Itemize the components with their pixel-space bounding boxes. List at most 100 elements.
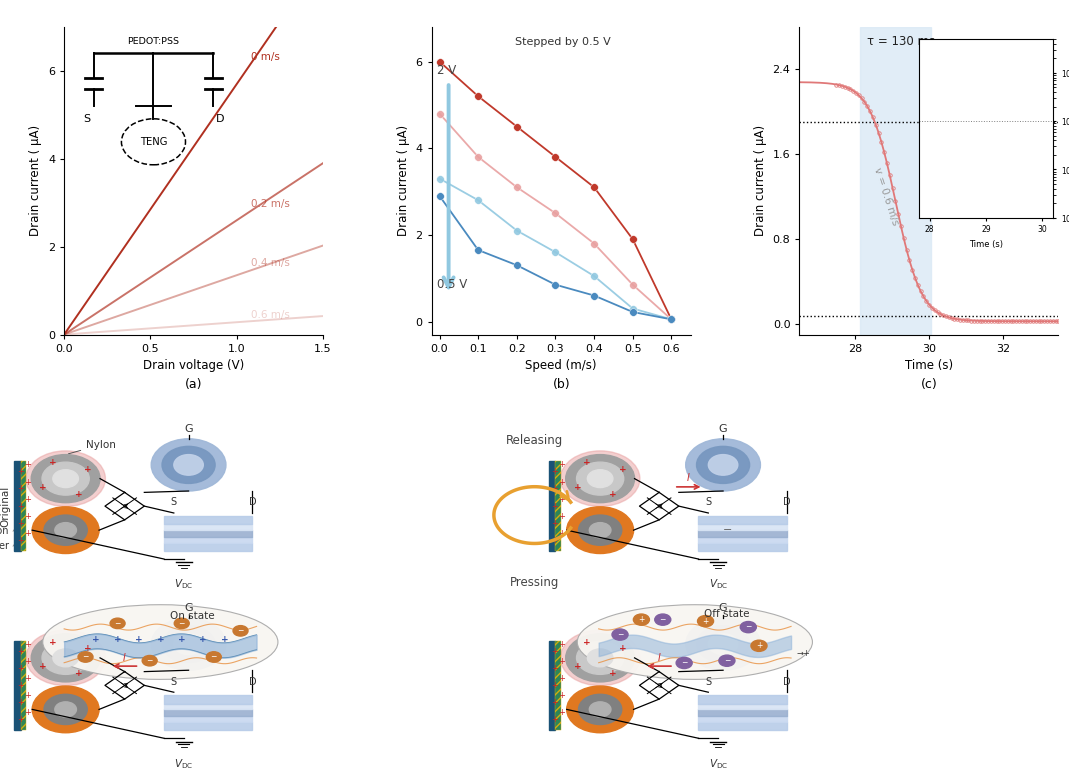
Text: G: G xyxy=(184,424,192,434)
Circle shape xyxy=(633,614,650,625)
Circle shape xyxy=(151,439,226,491)
Text: 0.5 V: 0.5 V xyxy=(437,278,467,291)
Bar xyxy=(164,530,252,537)
Text: +: + xyxy=(619,644,626,653)
Bar xyxy=(21,641,27,730)
Text: D: D xyxy=(784,498,791,508)
Circle shape xyxy=(567,507,634,554)
Text: On state: On state xyxy=(170,611,215,621)
Text: +: + xyxy=(552,681,558,690)
Text: −: − xyxy=(237,626,244,635)
Circle shape xyxy=(162,446,215,484)
Y-axis label: Drain current ( μA): Drain current ( μA) xyxy=(30,125,43,236)
Bar xyxy=(556,461,561,551)
Text: Off state: Off state xyxy=(704,608,749,619)
Text: 0 m/s: 0 m/s xyxy=(250,52,279,62)
Circle shape xyxy=(174,454,203,475)
Circle shape xyxy=(750,640,768,651)
Circle shape xyxy=(567,686,634,733)
Text: −: − xyxy=(114,619,121,628)
Text: D: D xyxy=(784,677,791,687)
Text: +: + xyxy=(199,635,207,644)
Text: +: + xyxy=(574,663,582,671)
Text: 0.2 m/s: 0.2 m/s xyxy=(250,198,290,208)
Circle shape xyxy=(162,625,215,663)
Text: +: + xyxy=(113,635,122,644)
Circle shape xyxy=(151,618,226,671)
Text: +: + xyxy=(17,698,24,707)
Text: +: + xyxy=(558,674,566,683)
Text: +: + xyxy=(17,681,24,690)
Circle shape xyxy=(31,634,100,682)
Circle shape xyxy=(611,629,629,640)
Text: −: − xyxy=(146,656,153,665)
Text: +: + xyxy=(17,484,24,494)
Text: +: + xyxy=(24,640,31,648)
Text: +: + xyxy=(24,512,31,521)
Circle shape xyxy=(55,702,77,717)
Bar xyxy=(164,695,252,704)
Bar xyxy=(164,710,252,716)
Bar xyxy=(698,516,787,524)
Circle shape xyxy=(55,523,77,538)
Circle shape xyxy=(587,470,613,488)
Circle shape xyxy=(654,614,671,625)
Text: +: + xyxy=(75,490,82,499)
Text: −: − xyxy=(681,658,687,667)
Circle shape xyxy=(685,618,760,671)
Text: −: − xyxy=(724,656,730,665)
Text: +: + xyxy=(24,708,31,717)
Circle shape xyxy=(42,462,89,495)
Text: +: + xyxy=(49,638,57,647)
Text: −: − xyxy=(179,619,185,628)
Text: Pressing: Pressing xyxy=(510,576,559,589)
Text: +: + xyxy=(75,669,82,678)
Circle shape xyxy=(566,634,635,682)
Bar xyxy=(15,641,21,730)
Circle shape xyxy=(589,702,611,717)
Circle shape xyxy=(697,615,714,627)
Circle shape xyxy=(44,694,88,724)
Bar xyxy=(164,722,252,730)
Circle shape xyxy=(31,454,100,503)
Bar xyxy=(861,27,931,335)
Text: +: + xyxy=(638,615,645,624)
Text: −: − xyxy=(724,525,732,535)
Bar xyxy=(549,461,556,551)
Circle shape xyxy=(587,649,613,667)
Circle shape xyxy=(206,652,221,662)
Text: +: + xyxy=(49,458,57,468)
Circle shape xyxy=(718,655,735,666)
Text: +: + xyxy=(552,484,558,494)
Text: +: + xyxy=(24,674,31,683)
Text: 0.6 m/s: 0.6 m/s xyxy=(250,310,290,320)
Text: +: + xyxy=(92,635,100,644)
Text: τ = 130 ms: τ = 130 ms xyxy=(867,35,935,48)
Text: −: − xyxy=(617,630,623,639)
Bar xyxy=(164,524,252,530)
Circle shape xyxy=(52,470,78,488)
Text: I: I xyxy=(687,474,691,484)
Text: +: + xyxy=(135,635,143,644)
Text: S: S xyxy=(706,498,711,508)
Text: +: + xyxy=(24,494,31,504)
Text: v = 0.6 m/s: v = 0.6 m/s xyxy=(872,166,900,227)
Text: Polyester: Polyester xyxy=(0,541,9,551)
Text: Original: Original xyxy=(0,485,11,527)
Circle shape xyxy=(578,515,622,545)
Text: −: − xyxy=(82,652,89,661)
Circle shape xyxy=(576,641,623,674)
Text: +: + xyxy=(609,669,617,678)
Bar xyxy=(698,710,787,716)
Text: +: + xyxy=(558,708,566,717)
Text: G: G xyxy=(718,603,727,613)
Text: +: + xyxy=(24,657,31,666)
Circle shape xyxy=(174,618,189,628)
Circle shape xyxy=(142,655,157,666)
Circle shape xyxy=(676,657,693,668)
Text: +: + xyxy=(552,519,558,528)
Text: +: + xyxy=(17,647,24,655)
Text: +: + xyxy=(24,691,31,700)
Circle shape xyxy=(110,618,125,628)
Circle shape xyxy=(174,634,203,654)
